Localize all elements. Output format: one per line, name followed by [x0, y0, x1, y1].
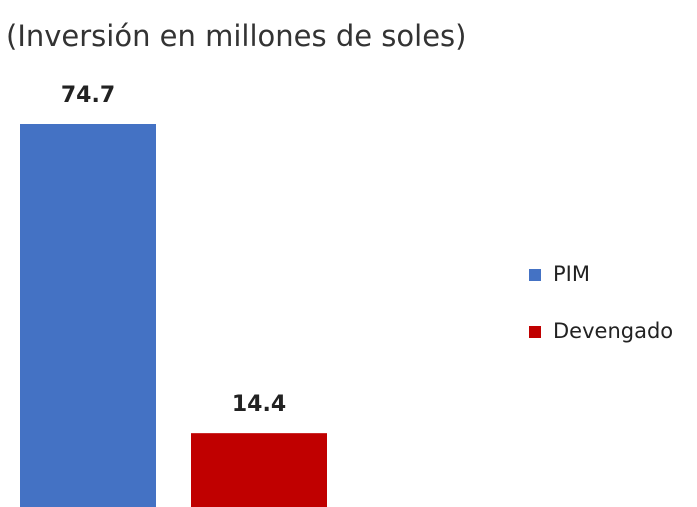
bar — [191, 433, 327, 507]
legend-label: Devengado — [553, 319, 673, 343]
value-label: 14.4 — [232, 392, 286, 417]
value-label: 74.7 — [61, 83, 115, 108]
legend-swatch — [529, 269, 541, 281]
legend-swatch — [529, 326, 541, 338]
bar — [20, 124, 156, 507]
legend-label: PIM — [553, 262, 590, 286]
chart-title: (Inversión en millones de soles) — [6, 19, 466, 53]
